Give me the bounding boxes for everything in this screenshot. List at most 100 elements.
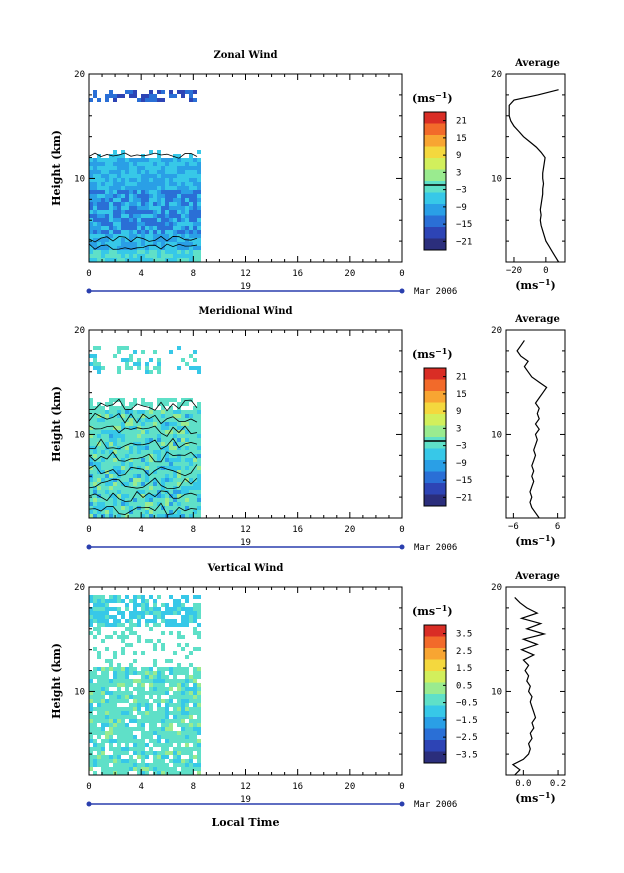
colorbar-tick-label: 21 [456, 117, 467, 127]
average-profile: Average 10 20 −20 0(ms−1) [491, 58, 566, 292]
x-tick-label: 20 [344, 269, 355, 279]
x-tick-label: 4 [138, 269, 143, 279]
y-tick-label: 10 [74, 687, 85, 697]
colorbar-unit: (ms−1) [412, 90, 453, 105]
profile-y-tick: 10 [491, 430, 502, 440]
colorbar-swatch [424, 471, 446, 484]
colorbar-swatch [424, 437, 446, 449]
month-label: Mar 2006 [414, 543, 457, 553]
colorbar-swatch [424, 169, 446, 182]
profile-y-tick: 10 [491, 687, 502, 697]
colorbar-swatch [424, 671, 446, 683]
colorbar-swatch [424, 425, 446, 438]
colorbar-swatch [424, 636, 446, 649]
x-tick-label: 12 [240, 269, 251, 279]
profile-x-tick: −6 [508, 522, 519, 532]
colorbar-swatch [424, 717, 446, 729]
colorbar-swatch [424, 158, 446, 170]
profile-x-tick: 0.2 [550, 779, 566, 789]
y-tick-label: 20 [74, 326, 85, 336]
colorbar-swatch [424, 648, 446, 660]
profile-title: Average [514, 314, 560, 325]
panel-title: Vertical Wind [207, 563, 284, 574]
heatmap-cells [89, 90, 201, 262]
colorbar-tick-label: 15 [456, 134, 467, 144]
x-tick-label: 0 [86, 525, 91, 535]
colorbar-swatch [424, 112, 446, 124]
x-tick-label: 16 [292, 269, 303, 279]
panel-title: Meridional Wind [198, 306, 292, 317]
colorbar-swatch [424, 192, 446, 205]
y-tick-label: 20 [74, 583, 85, 593]
panel-1: Meridional Wind Height (km) 10 20 0 4 8 12 16 20 0… [50, 306, 566, 553]
x-tick-label: 8 [191, 525, 196, 535]
x-tick-label: 12 [240, 782, 251, 792]
colorbar-tick-label: 3 [456, 424, 461, 434]
colorbar-unit: (ms−1) [412, 346, 453, 361]
x-tick-label: 8 [191, 269, 196, 279]
colorbar-swatch [424, 448, 446, 461]
colorbar-swatch [424, 379, 446, 392]
profile-x-tick: −20 [506, 266, 522, 276]
colorbar-swatch [424, 625, 446, 637]
colorbar-swatch [424, 694, 446, 706]
panel-2: Vertical Wind Height (km) 10 20 0 4 8 12 16 20 0 19… [50, 563, 566, 829]
panel-title: Zonal Wind [213, 50, 277, 61]
x-tick-label: 20 [344, 525, 355, 535]
colorbar-swatch [424, 751, 446, 764]
colorbar-tick-label: −3 [456, 442, 467, 452]
heatmap-cells [89, 595, 201, 775]
x-tick-label: 0 [399, 782, 404, 792]
colorbar-swatch [424, 146, 446, 159]
x-tick-label: 0 [399, 269, 404, 279]
x-axis-label: Local Time [212, 816, 280, 829]
x-tick-label: 0 [86, 782, 91, 792]
profile-unit: (ms−1) [515, 533, 556, 548]
colorbar-tick-label: 21 [456, 373, 467, 383]
colorbar-tick-label: 0.5 [456, 681, 472, 691]
colorbar-swatch [424, 494, 446, 507]
month-label: Mar 2006 [414, 287, 457, 297]
profile-unit: (ms−1) [515, 790, 556, 805]
colorbar-swatch [424, 181, 446, 193]
colorbar-unit: (ms−1) [412, 603, 453, 618]
y-tick-label: 10 [74, 174, 85, 184]
x-tick-label: 0 [86, 269, 91, 279]
x-tick-label: 12 [240, 525, 251, 535]
colorbar-tick-label: −0.5 [456, 699, 478, 709]
colorbar-swatch [424, 414, 446, 426]
y-axis-label: Height (km) [50, 643, 63, 719]
contour-lines [88, 398, 198, 515]
profile-line [508, 89, 560, 263]
day-label: 19 [240, 282, 251, 292]
heatmap-cells [89, 346, 201, 518]
colorbar-swatch [424, 368, 446, 380]
colorbar-swatch [424, 659, 446, 672]
colorbar-swatch [424, 204, 446, 216]
colorbar-tick-label: 1.5 [456, 664, 472, 674]
panel-0: Zonal Wind Height (km) 10 20 0 4 8 12 16 20 0 19 Mar… [50, 50, 566, 297]
colorbar-tick-label: 2.5 [456, 647, 472, 657]
y-axis-label: Height (km) [50, 386, 63, 462]
colorbar-tick-label: 9 [456, 151, 461, 161]
profile-x-tick: 0.0 [515, 779, 531, 789]
profile-x-tick: 6 [555, 522, 560, 532]
profile-y-tick: 20 [491, 326, 502, 336]
colorbar-swatch [424, 135, 446, 147]
colorbar-tick-label: −9 [456, 203, 467, 213]
colorbar-tick-label: −9 [456, 459, 467, 469]
colorbar-tick-label: 3 [456, 168, 461, 178]
colorbar-swatch [424, 215, 446, 228]
profile-y-tick: 20 [491, 70, 502, 80]
x-tick-label: 16 [292, 525, 303, 535]
colorbar-tick-label: −21 [456, 493, 472, 503]
colorbar-tick-label: −2.5 [456, 733, 478, 743]
average-profile: Average 10 20 −6 6(ms−1) [491, 314, 566, 548]
profile-line [516, 340, 548, 519]
average-profile: Average 10 20 0.0 0.2(ms−1) [491, 571, 566, 805]
colorbar-swatch [424, 460, 446, 472]
x-tick-label: 20 [344, 782, 355, 792]
colorbar-swatch [424, 227, 446, 239]
day-label: 19 [240, 795, 251, 805]
